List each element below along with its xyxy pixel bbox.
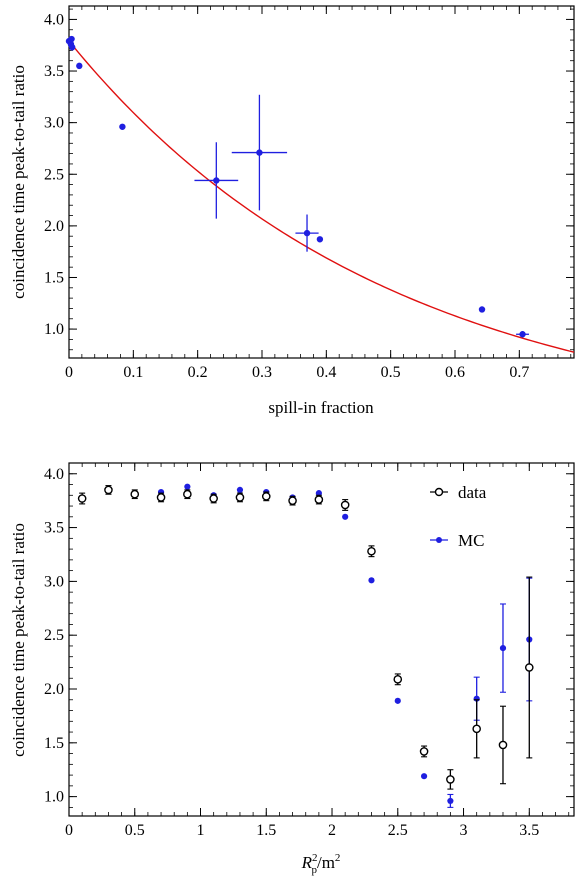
data-point	[263, 493, 270, 500]
data-point	[236, 494, 243, 501]
data-point	[526, 664, 533, 671]
MC-point	[342, 514, 348, 520]
data-point	[105, 486, 112, 493]
data-point	[289, 497, 296, 504]
MC-point	[368, 577, 374, 583]
chart-1-x-axis-title: spill-in fraction	[268, 398, 374, 417]
x-tick-label: 0.2	[188, 364, 208, 381]
MC-point	[395, 698, 401, 704]
y-tick-label: 1.0	[44, 789, 64, 806]
y-tick-label: 3.0	[44, 115, 64, 132]
data-point	[69, 44, 75, 50]
data-point	[68, 36, 74, 42]
y-tick-label: 4.0	[44, 11, 64, 28]
x-tick-label: 3.5	[519, 822, 539, 839]
MC-point	[421, 773, 427, 779]
data-point	[394, 676, 401, 683]
x-tick-label: 2	[328, 822, 336, 839]
data-point	[157, 494, 164, 501]
x-tick-label: 0.5	[381, 364, 401, 381]
x-tick-label: 0	[65, 822, 73, 839]
MC-point	[500, 645, 506, 651]
chart-1-y-axis-title: coincidence time peak-to-tail ratio	[9, 65, 28, 299]
chart-2-y-axis-title: coincidence time peak-to-tail ratio	[9, 523, 28, 757]
x-tick-label: 2.5	[388, 822, 408, 839]
x-tick-label: 1	[197, 822, 205, 839]
x-tick-label: 0.3	[252, 364, 272, 381]
y-tick-label: 3.0	[44, 573, 64, 590]
data-point	[342, 501, 349, 508]
data-point	[447, 776, 454, 783]
data-point	[256, 149, 262, 155]
data-point	[420, 748, 427, 755]
y-tick-label: 2.0	[44, 681, 64, 698]
data-point	[519, 331, 525, 337]
data-point	[210, 495, 217, 502]
data-point	[317, 236, 323, 242]
y-tick-label: 1.0	[44, 321, 64, 338]
y-tick-label: 2.5	[44, 627, 64, 644]
y-tick-label: 3.5	[44, 63, 64, 80]
data-point	[213, 177, 219, 183]
legend-marker-mc	[436, 537, 442, 543]
x-tick-label: 3	[460, 822, 468, 839]
data-point	[119, 124, 125, 130]
y-tick-label: 1.5	[44, 269, 64, 286]
legend-label-mc: MC	[458, 531, 484, 550]
x-tick-label: 0	[65, 364, 73, 381]
data-point	[184, 491, 191, 498]
y-tick-label: 4.0	[44, 466, 64, 483]
y-tick-label: 2.5	[44, 166, 64, 183]
x-tick-label: 0.7	[509, 364, 529, 381]
y-tick-label: 2.0	[44, 218, 64, 235]
data-point	[304, 230, 310, 236]
x-tick-label: 0.1	[123, 364, 143, 381]
x-tick-label: 0.4	[316, 364, 336, 381]
data-point	[76, 63, 82, 69]
MC-point	[237, 487, 243, 493]
y-tick-label: 1.5	[44, 735, 64, 752]
x-tick-label: 0.6	[445, 364, 465, 381]
x-tick-label: 0.5	[125, 822, 145, 839]
data-point	[473, 725, 480, 732]
x-tick-label: 1.5	[256, 822, 276, 839]
data-point	[315, 496, 322, 503]
data-point	[368, 548, 375, 555]
data-point	[131, 491, 138, 498]
MC-point	[184, 484, 190, 490]
y-tick-label: 3.5	[44, 520, 64, 537]
legend-label-data: data	[458, 483, 487, 502]
data-point	[79, 495, 86, 502]
data-point	[479, 306, 485, 312]
MC-point	[447, 798, 453, 804]
legend-marker-data	[436, 489, 443, 496]
data-point	[499, 741, 506, 748]
